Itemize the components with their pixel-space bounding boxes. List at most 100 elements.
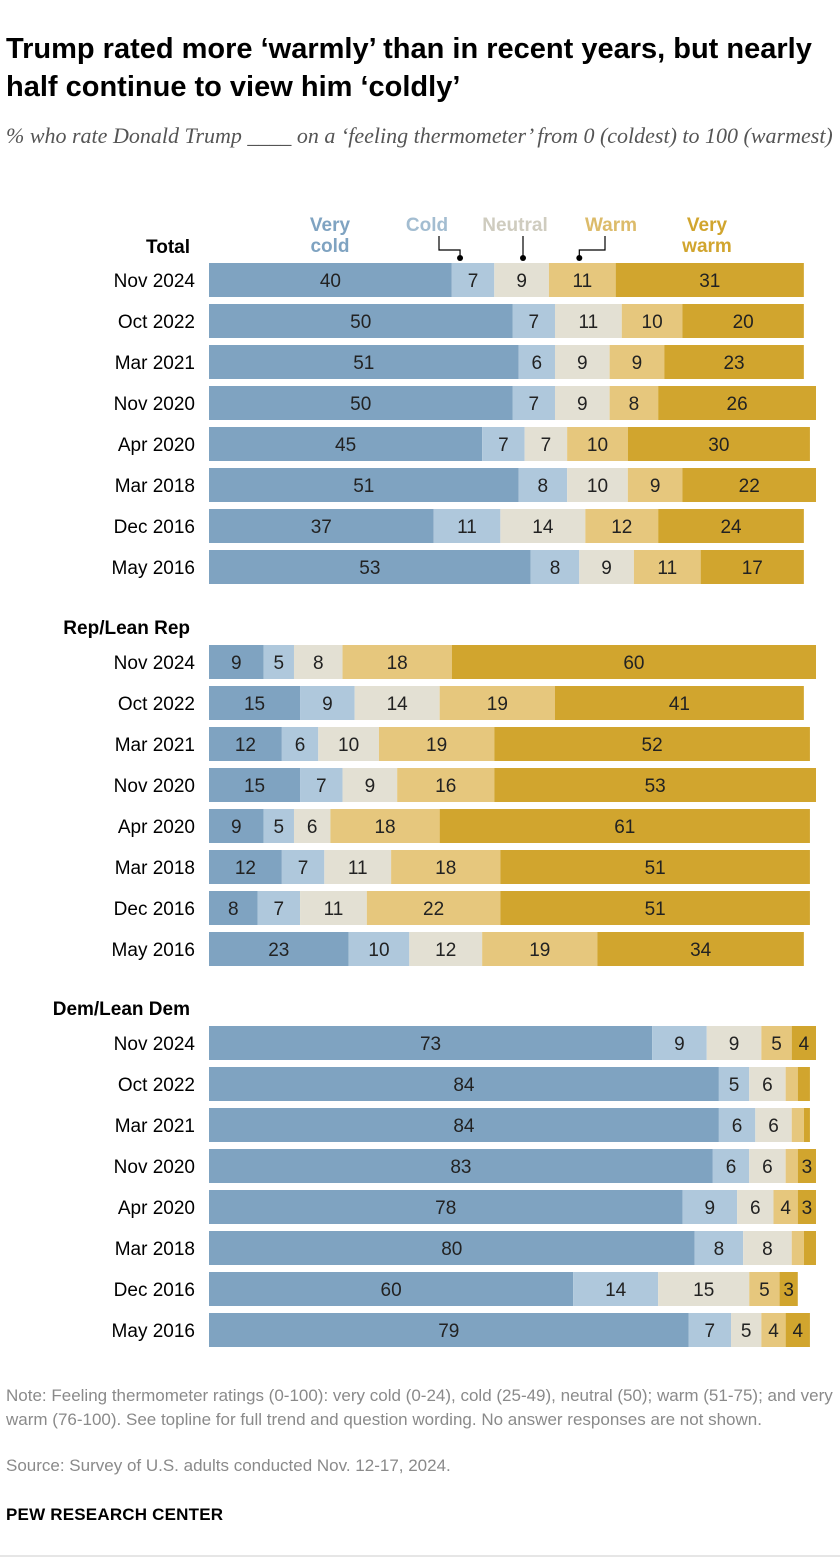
bar-value-label: 11 xyxy=(579,312,599,333)
bar-segment-very-warm xyxy=(554,686,804,720)
bar-segment-cold xyxy=(257,891,301,925)
bar-value-label: 10 xyxy=(587,435,608,456)
legend-leader-dot-neutral xyxy=(520,255,526,261)
chart-note: Note: Feeling thermometer ratings (0-100… xyxy=(6,1386,833,1429)
bar-segment-neutral xyxy=(749,1067,786,1101)
bar-value-label: 9 xyxy=(365,776,376,797)
row-label: Nov 2024 xyxy=(114,1034,196,1055)
bar-segment-very-cold xyxy=(209,1067,719,1101)
bar-value-label: 16 xyxy=(435,776,456,797)
bar-value-label: 18 xyxy=(387,653,408,674)
bar-segment-cold xyxy=(451,263,495,297)
bar-segment-warm xyxy=(621,304,683,338)
bar-segment-warm xyxy=(791,1108,804,1142)
bar-segment-warm xyxy=(366,891,501,925)
bar-value-label: 9 xyxy=(577,353,588,374)
bar-value-label: 8 xyxy=(714,1239,725,1260)
bar-segment-warm xyxy=(785,1149,798,1183)
bar-value-label: 11 xyxy=(457,517,477,538)
bar-value-label: 26 xyxy=(727,394,748,415)
bar-value-label: 9 xyxy=(322,694,333,715)
bar-value-label: 4 xyxy=(768,1321,779,1342)
bar-value-label: 9 xyxy=(650,476,661,497)
bar-segment-cold xyxy=(482,427,525,461)
bar-value-label: 15 xyxy=(244,776,265,797)
bar-segment-very-cold xyxy=(209,509,434,543)
row-label: Dec 2016 xyxy=(114,517,195,538)
bar-value-label: 8 xyxy=(313,653,324,674)
bar-value-label: 24 xyxy=(720,517,742,538)
bar-value-label: 3 xyxy=(783,1280,794,1301)
bar-value-label: 34 xyxy=(690,940,712,961)
bar-segment-very-warm xyxy=(803,1108,810,1142)
bar-value-label: 4 xyxy=(793,1321,804,1342)
bar-segment-warm xyxy=(548,263,616,297)
bar-value-label: 8 xyxy=(538,476,549,497)
bar-segment-warm xyxy=(378,727,495,761)
bar-segment-very-warm xyxy=(494,727,810,761)
bar-segment-very-warm xyxy=(791,1026,816,1060)
bar-segment-very-warm xyxy=(597,932,804,966)
bar-segment-very-cold xyxy=(209,386,513,420)
bar-segment-very-cold xyxy=(209,809,264,843)
bar-value-label: 18 xyxy=(374,817,395,838)
bar-value-label: 79 xyxy=(438,1321,459,1342)
bar-value-label: 9 xyxy=(704,1198,715,1219)
bar-value-label: 15 xyxy=(693,1280,714,1301)
bar-value-label: 8 xyxy=(762,1239,773,1260)
bar-value-label: 9 xyxy=(231,817,242,838)
bar-value-label: 6 xyxy=(762,1157,773,1178)
bar-segment-cold xyxy=(718,1067,750,1101)
bar-segment-very-cold xyxy=(209,645,264,679)
bar-value-label: 78 xyxy=(435,1198,456,1219)
bar-segment-neutral xyxy=(737,1190,774,1224)
bar-segment-cold xyxy=(348,932,410,966)
bar-value-label: 53 xyxy=(645,776,666,797)
bar-segment-warm xyxy=(391,850,501,884)
bar-segment-neutral xyxy=(494,263,549,297)
bar-segment-neutral xyxy=(293,645,343,679)
bottom-divider xyxy=(0,1555,840,1557)
bar-segment-cold xyxy=(512,386,555,420)
row-label: May 2016 xyxy=(112,558,195,579)
row-label: Mar 2021 xyxy=(115,353,195,374)
bar-value-label: 7 xyxy=(528,394,539,415)
bar-segment-very-cold xyxy=(209,1149,713,1183)
bar-segment-neutral xyxy=(293,809,331,843)
row-label: Mar 2018 xyxy=(115,1239,195,1260)
group-label: Rep/Lean Rep xyxy=(63,618,190,639)
row-label: Mar 2021 xyxy=(115,735,195,756)
legend-leader-dot-warm xyxy=(576,255,583,261)
brand-logo-text: PEW RESEARCH CENTER xyxy=(6,1505,224,1524)
bar-segment-cold xyxy=(694,1231,744,1265)
row-label: Apr 2020 xyxy=(118,817,195,838)
bar-segment-cold xyxy=(688,1313,732,1347)
bar-segment-warm xyxy=(330,809,440,843)
bar-segment-very-warm xyxy=(500,850,810,884)
bar-segment-neutral xyxy=(658,1272,750,1306)
bar-value-label: 5 xyxy=(274,817,285,838)
bar-value-label: 12 xyxy=(235,735,256,756)
row-label: May 2016 xyxy=(112,940,195,961)
bar-value-label: 6 xyxy=(768,1116,779,1137)
bar-segment-very-warm xyxy=(797,1149,816,1183)
bar-segment-very-cold xyxy=(209,1026,653,1060)
bar-segment-warm xyxy=(785,1067,798,1101)
bar-value-label: 4 xyxy=(799,1034,810,1055)
bar-segment-very-cold xyxy=(209,768,301,802)
bar-value-label: 41 xyxy=(669,694,690,715)
bar-segment-cold xyxy=(281,727,319,761)
bar-value-label: 14 xyxy=(532,517,554,538)
bar-segment-cold xyxy=(682,1190,738,1224)
bar-segment-warm xyxy=(609,386,659,420)
bar-value-label: 11 xyxy=(572,271,592,292)
row-label: Oct 2022 xyxy=(118,694,195,715)
bar-segment-very-warm xyxy=(451,645,816,679)
bar-value-label: 9 xyxy=(231,653,242,674)
bar-segment-very-warm xyxy=(494,768,816,802)
bar-segment-very-cold xyxy=(209,891,258,925)
legend-entry-warm: Warm xyxy=(585,215,637,236)
bar-value-label: 6 xyxy=(732,1116,743,1137)
